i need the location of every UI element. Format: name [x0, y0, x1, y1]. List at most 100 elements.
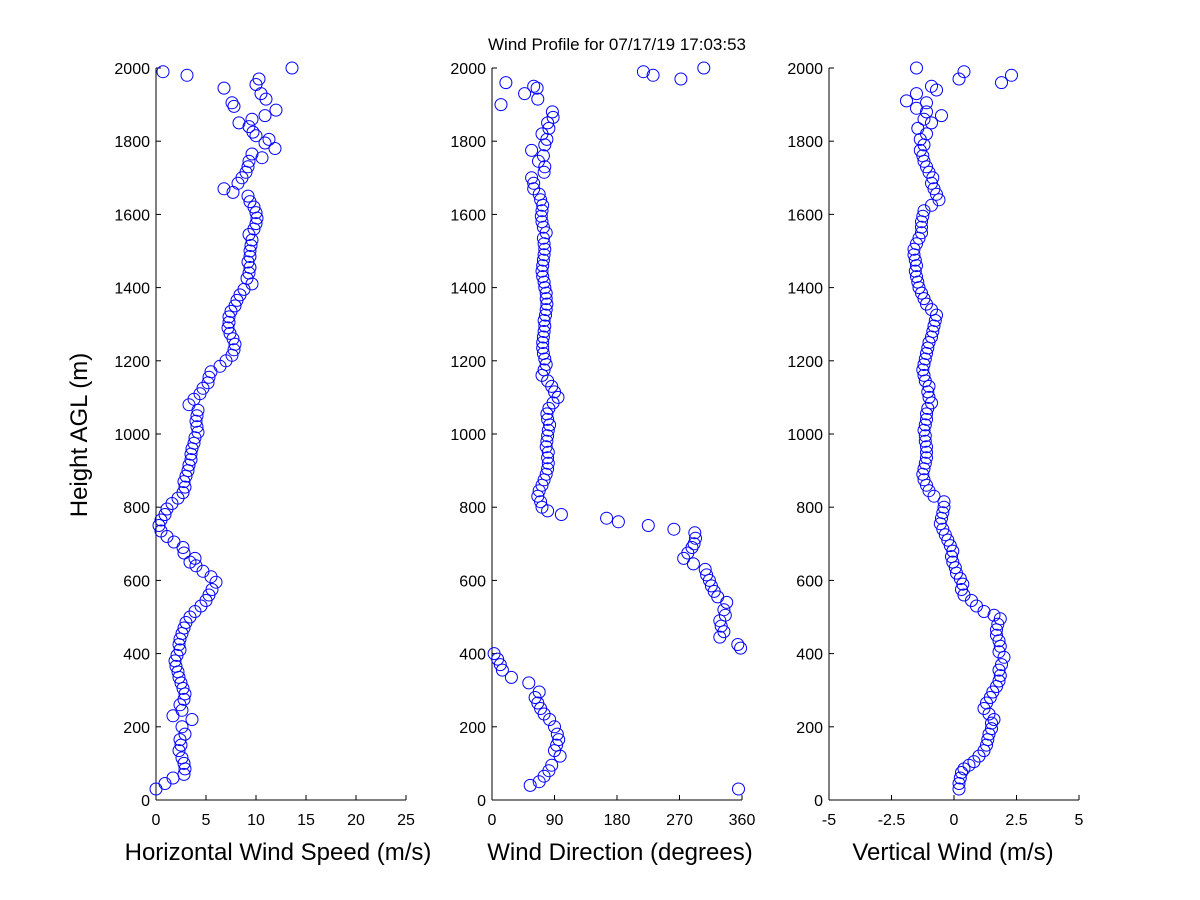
- direction-data-point: [530, 81, 544, 95]
- speed-data-point: [241, 160, 255, 174]
- speed-data-point: [249, 129, 263, 143]
- vertical-data-point: [910, 61, 923, 75]
- vertical-data-point: [911, 121, 925, 135]
- speed-data-point: [168, 654, 182, 668]
- direction-y-tick-label: 2000: [450, 61, 486, 78]
- direction-x-axis-label: Wind Direction (degrees): [487, 839, 752, 866]
- direction-data-point: [535, 215, 549, 229]
- direction-data-point: [546, 110, 560, 124]
- direction-data-point: [550, 738, 564, 752]
- direction-data-point: [548, 744, 561, 758]
- panel-direction: 0 200 400 600 800 1000 1200 1400 1600 1800 2000 0 90…: [450, 61, 755, 866]
- direction-data-point: [541, 445, 555, 459]
- vertical-data-point: [990, 628, 1003, 642]
- vertical-data-point: [957, 65, 971, 79]
- speed-data-point: [180, 68, 194, 82]
- vertical-data-point: [908, 253, 922, 267]
- speed-data-point: [227, 99, 241, 113]
- speed-data-point: [217, 81, 231, 95]
- speed-x-tick-label: 10: [247, 812, 265, 829]
- direction-y-tick-label: 1200: [450, 354, 486, 371]
- vertical-y-tick-label: 200: [796, 720, 823, 737]
- speed-data-point: [156, 65, 170, 79]
- speed-data-point: [172, 744, 186, 758]
- direction-data-point: [539, 292, 553, 306]
- direction-data-point: [527, 176, 541, 190]
- direction-data-point: [554, 508, 568, 521]
- direction-data-point: [539, 286, 553, 300]
- direction-data-point: [495, 663, 509, 677]
- direction-data-point: [552, 733, 566, 747]
- direction-data-point: [534, 193, 548, 207]
- vertical-y-tick-label: 400: [796, 647, 823, 664]
- speed-x-tick-label: 20: [347, 812, 365, 829]
- vertical-data-point: [992, 645, 1006, 659]
- vertical-data-point: [995, 76, 1008, 90]
- speed-y-tick-label: 2000: [114, 61, 150, 78]
- vertical-data-point: [945, 550, 958, 564]
- direction-data-point: [732, 782, 745, 796]
- direction-data-point: [541, 412, 555, 426]
- direction-data-point: [541, 451, 555, 465]
- vertical-data-point: [922, 165, 936, 179]
- direction-data-point: [542, 121, 556, 135]
- vertical-data-point: [937, 495, 951, 509]
- direction-data-point: [536, 347, 550, 360]
- speed-data-point: [177, 621, 191, 635]
- direction-data-point: [687, 537, 701, 551]
- vertical-data-point: [920, 440, 933, 454]
- vertical-data-point: [957, 588, 971, 602]
- direction-data-point: [535, 500, 549, 514]
- direction-data-point: [538, 242, 552, 256]
- vertical-data-point: [930, 83, 943, 97]
- vertical-data-point: [910, 87, 923, 101]
- speed-data-point: [241, 255, 255, 269]
- vertical-data-point: [952, 72, 966, 86]
- speed-data-point: [183, 555, 197, 569]
- speed-data-point: [258, 136, 272, 150]
- vertical-x-tick-label: 5: [1075, 812, 1084, 829]
- vertical-data-point: [985, 716, 998, 730]
- speed-data-point: [242, 120, 256, 134]
- direction-data-point: [537, 314, 551, 327]
- speed-data-point: [191, 425, 205, 439]
- vertical-x-tick-label: -2.5: [878, 812, 906, 829]
- direction-data-point: [536, 330, 550, 344]
- speed-data-point: [175, 751, 189, 765]
- speed-data-point: [228, 299, 242, 313]
- direction-data-point: [523, 778, 537, 792]
- panel-vertical: 0 200 400 600 800 1000 1200 1400 1600 1800 2000 -5 -…: [787, 61, 1083, 866]
- vertical-data-point: [952, 782, 966, 796]
- speed-data-point: [225, 96, 239, 110]
- speed-y-tick-label: 1400: [114, 281, 150, 298]
- vertical-data-point: [910, 237, 923, 251]
- vertical-data-point: [956, 577, 970, 591]
- direction-data-point: [527, 79, 541, 93]
- speed-data-point: [177, 767, 191, 781]
- vertical-data-point: [927, 319, 941, 333]
- direction-data-point: [734, 641, 748, 655]
- direction-data-point: [537, 275, 551, 289]
- speed-x-axis-label: Horizontal Wind Speed (m/s): [125, 839, 432, 866]
- direction-data-point: [531, 92, 545, 106]
- vertical-data-point: [991, 617, 1005, 631]
- direction-data-point: [688, 526, 702, 540]
- vertical-y-tick-label: 1000: [787, 427, 823, 444]
- speed-y-tick-label: 1600: [114, 207, 150, 224]
- direction-y-tick-label: 0: [477, 793, 486, 810]
- speed-data-point: [243, 195, 257, 209]
- speed-x-tick-label: 15: [297, 812, 315, 829]
- vertical-y-tick-label: 800: [796, 500, 823, 517]
- speed-data-point: [217, 182, 231, 196]
- direction-data-point: [535, 204, 549, 218]
- vertical-data-point: [993, 612, 1007, 626]
- speed-data-point: [184, 453, 198, 467]
- vertical-data-point: [910, 101, 923, 115]
- direction-data-point: [718, 608, 732, 622]
- direction-data-point: [541, 456, 555, 470]
- direction-data-point: [536, 149, 550, 163]
- direction-data-point: [545, 105, 559, 119]
- vertical-data-point: [925, 79, 938, 93]
- direction-data-point: [535, 264, 549, 278]
